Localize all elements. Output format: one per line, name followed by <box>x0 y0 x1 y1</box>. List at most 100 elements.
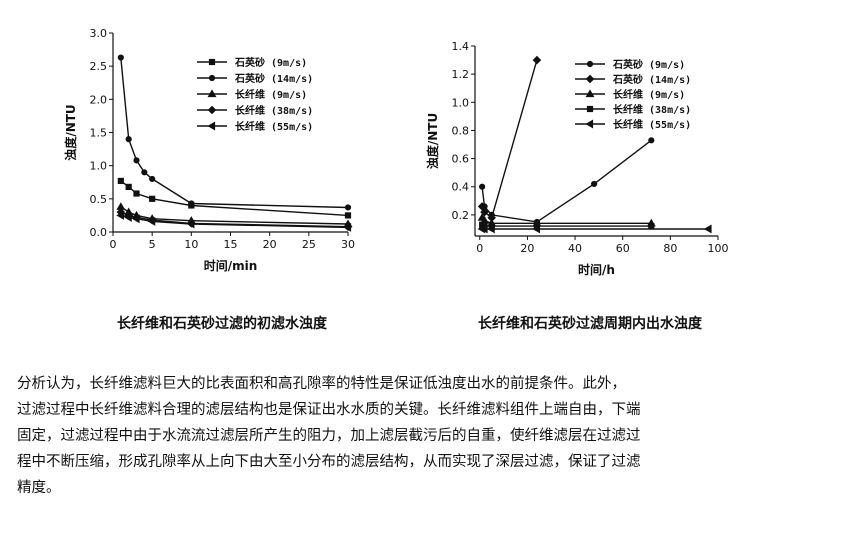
series-line <box>481 217 652 225</box>
paragraph-line: 固定，过滤过程中由于水流流过滤层所产生的阻力，加上滤层截污后的自重，使纤维滤层在… <box>17 428 641 444</box>
data-point <box>117 177 124 185</box>
x-tick-label: 15 <box>224 238 238 251</box>
data-point <box>477 202 487 211</box>
data-point <box>117 54 124 61</box>
x-tick-label: 10 <box>184 238 198 251</box>
paragraph-line: 过滤过程中长纤维滤料合理的滤层结构也是保证出水水质的关键。长纤维滤料组件上端自由… <box>17 402 641 418</box>
data-point <box>147 216 156 226</box>
y-tick-label: 2.0 <box>90 93 108 106</box>
x-tick-label: 30 <box>341 238 355 251</box>
legend-entry: 长纤维 (55m/s) <box>613 118 691 131</box>
x-axis-label: 时间/min <box>204 258 258 273</box>
data-point <box>141 169 148 176</box>
data-point <box>343 222 352 232</box>
legend-marker <box>586 105 594 113</box>
y-tick-label: 1.4 <box>452 40 470 53</box>
legend-marker <box>207 121 216 131</box>
data-point <box>648 137 655 144</box>
x-tick-label: 100 <box>708 242 729 255</box>
data-point <box>186 219 195 229</box>
legend-marker <box>207 105 217 115</box>
y-tick-label: 1.0 <box>90 160 108 173</box>
series-group <box>117 177 352 219</box>
legend-marker <box>586 60 594 68</box>
x-tick-label: 40 <box>568 242 582 255</box>
x-tick-label: 20 <box>520 242 534 255</box>
legend-marker <box>208 74 216 82</box>
data-point <box>188 200 195 207</box>
chart-cycle-turbidity: 0.2 0.4 0.6 0.8 1.0 1.2 1.4 0 20 40 60 80 100 时间/h 浊度/… <box>425 40 729 277</box>
chart-initial-turbidity: 0.0 0.5 1.0 1.5 2.0 2.5 3.0 0 5 10 15 20 25 30 时间/min 浊… <box>63 27 355 273</box>
series-line <box>481 139 652 223</box>
legend-entry: 长纤维 (9m/s) <box>613 88 685 101</box>
legend-entry: 石英砂 (14m/s) <box>234 72 313 85</box>
y-axis-label: 浊度/NTU <box>425 113 440 169</box>
series-group <box>479 137 655 226</box>
legend-entry: 石英砂 (9m/s) <box>612 58 685 71</box>
x-tick-label: 20 <box>263 238 277 251</box>
legend-entry: 长纤维 (38m/s) <box>235 104 313 117</box>
x-tick-label: 5 <box>149 238 156 251</box>
data-point <box>532 224 541 234</box>
y-tick-label: 2.5 <box>90 60 108 73</box>
legend-entry: 长纤维 (55m/s) <box>235 120 313 133</box>
data-point <box>344 212 352 219</box>
y-tick-label: 1.2 <box>452 68 470 81</box>
y-tick-label: 1.5 <box>90 127 108 140</box>
y-tick-label: 0.0 <box>90 226 108 239</box>
series-line <box>481 59 538 219</box>
data-point <box>125 183 132 190</box>
data-point <box>149 175 156 183</box>
data-point <box>116 210 124 220</box>
y-tick-label: 0.8 <box>452 124 470 137</box>
body-paragraph: 分析认为，长纤维滤料巨大的比表面积和高孔隙率的特性是保证低浊度出水的前提条件。此… <box>17 371 832 501</box>
series-group <box>477 55 542 223</box>
data-point <box>125 136 132 143</box>
paragraph-line: 分析认为，长纤维滤料巨大的比表面积和高孔隙率的特性是保证低浊度出水的前提条件。此… <box>17 376 626 392</box>
data-point <box>133 157 140 164</box>
x-tick-label: 25 <box>302 238 316 251</box>
legend-marker <box>585 119 594 129</box>
data-point <box>149 195 156 202</box>
y-tick-label: 0.2 <box>452 209 470 222</box>
paragraph-line: 程中不断压缩，形成孔隙率从上向下由大至小分布的滤层结构，从而实现了深层过滤，保证… <box>17 454 641 470</box>
legend-marker <box>208 58 216 66</box>
series-group <box>477 224 712 234</box>
legend-entry: 石英砂 (14m/s) <box>612 73 691 86</box>
series-group <box>477 213 656 227</box>
y-tick-label: 0.5 <box>90 193 108 206</box>
x-tick-label: 0 <box>476 242 483 255</box>
series-group <box>116 210 352 232</box>
chart-caption-right: 长纤维和石英砂过滤周期内出水浊度 <box>478 316 702 332</box>
paragraph-line: 精度。 <box>17 480 61 496</box>
data-point <box>131 214 140 224</box>
y-axis-label: 浊度/NTU <box>63 104 78 160</box>
x-tick-label: 80 <box>663 242 677 255</box>
data-point <box>480 207 489 217</box>
x-axis-label: 时间/h <box>578 262 615 277</box>
data-point <box>479 183 486 190</box>
y-tick-label: 1.0 <box>452 96 470 109</box>
legend-marker <box>585 89 595 98</box>
x-tick-label: 60 <box>616 242 630 255</box>
x-tick-label: 0 <box>110 238 117 251</box>
y-tick-label: 0.4 <box>452 181 470 194</box>
data-point <box>487 224 495 234</box>
data-point <box>703 224 712 234</box>
series-line <box>481 224 652 227</box>
legend-marker <box>207 89 217 98</box>
y-tick-label: 3.0 <box>90 27 108 40</box>
data-point <box>532 55 542 65</box>
data-point <box>648 223 655 230</box>
data-point <box>133 190 140 197</box>
chart-caption-left: 长纤维和石英砂过滤的初滤水浊度 <box>117 316 327 332</box>
legend-entry: 长纤维 (9m/s) <box>235 88 307 101</box>
y-tick-label: 0.6 <box>452 153 470 166</box>
data-point <box>344 204 352 211</box>
data-point <box>591 180 598 188</box>
legend-entry: 石英砂 (9m/s) <box>234 56 307 69</box>
data-point <box>124 212 132 222</box>
legend-entry: 长纤维 (38m/s) <box>613 103 691 116</box>
series-group <box>117 54 352 211</box>
legend-marker <box>585 74 595 84</box>
